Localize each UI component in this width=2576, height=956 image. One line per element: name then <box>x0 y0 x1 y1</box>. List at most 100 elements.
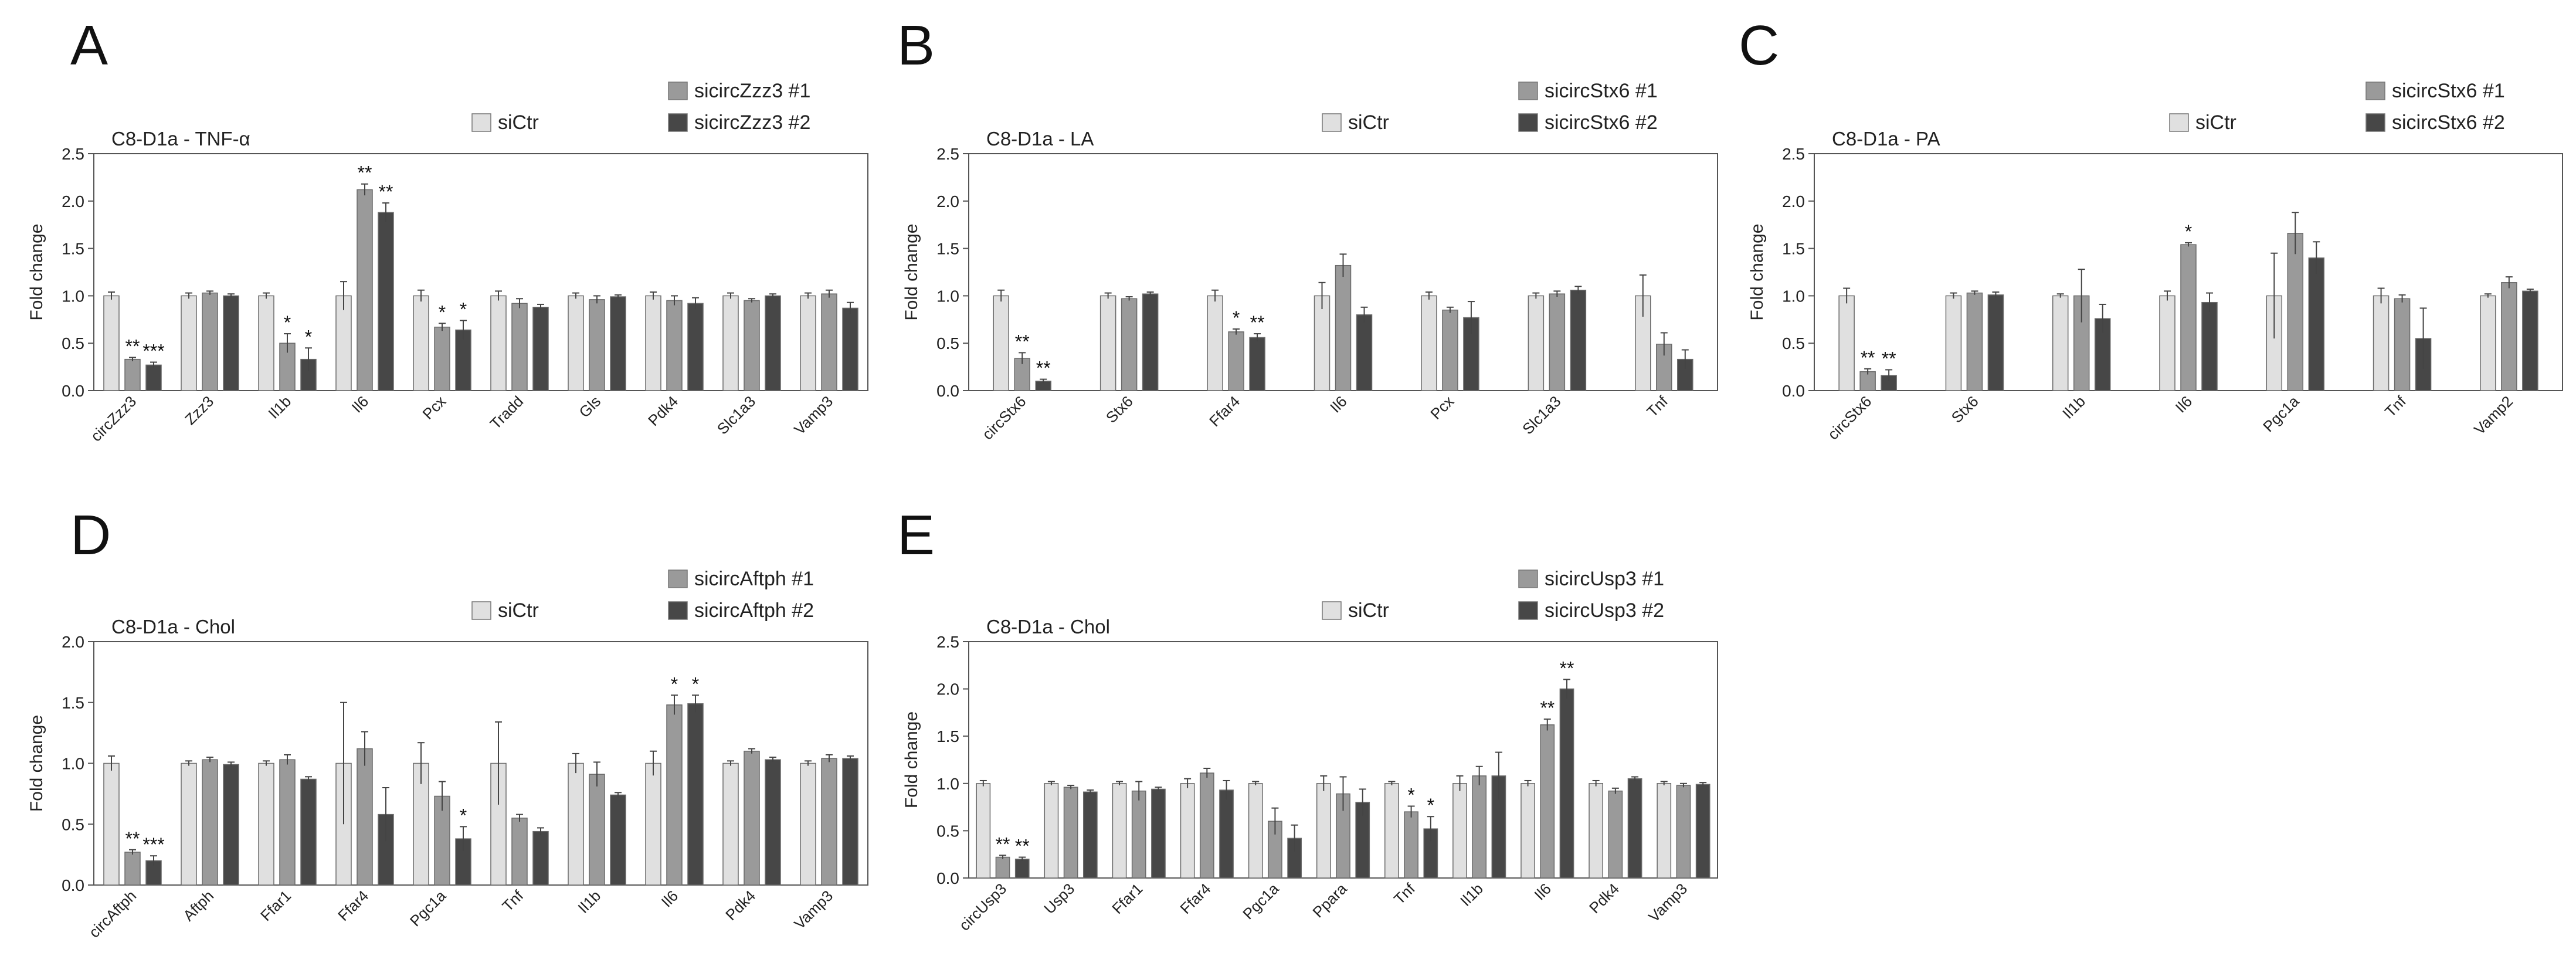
x-tick-label: Il1b <box>2059 392 2089 422</box>
bar-Il1b-s0 <box>1452 783 1467 879</box>
legend-swatch <box>2365 113 2385 132</box>
x-tick-label: Slc1a3 <box>1519 392 1564 438</box>
bar-Tradd-s2 <box>532 307 549 391</box>
y-tick-label: 1.5 <box>1782 240 1805 258</box>
x-tick-label: Pdk4 <box>722 887 759 924</box>
legend-swatch <box>471 113 491 132</box>
bar-group-circAftph <box>103 755 162 886</box>
bar-group-circUsp3 <box>976 779 1030 879</box>
bar-Il1b-s1 <box>589 774 605 886</box>
y-tick-label: 0.0 <box>1782 382 1805 400</box>
y-tick-label: 2.0 <box>62 192 84 211</box>
x-tick-label: Vamp3 <box>1645 880 1691 926</box>
legend-entry: sicircZzz3 #2 <box>694 111 810 134</box>
bar-Il6-s2 <box>378 212 394 391</box>
y-tick-label: 2.5 <box>936 145 959 163</box>
x-tick-label: Vamp3 <box>790 392 836 438</box>
y-tick-label: 1.5 <box>62 240 84 258</box>
bar-group-Zzz3 <box>181 290 239 391</box>
bar-group-Pcx <box>413 289 471 391</box>
legend-entry: sicircZzz3 #1 <box>694 80 810 102</box>
y-tick-label: 0.0 <box>62 876 84 894</box>
bar-Pdk4-s1 <box>1608 790 1623 879</box>
y-tick-label: 0.5 <box>62 815 84 833</box>
y-axis-label: Fold change <box>27 715 46 812</box>
bar-group-Vamp3 <box>800 754 858 886</box>
bar-group-Il6 <box>335 183 394 391</box>
legend-swatch <box>668 82 688 100</box>
bar-Pdk4-s2 <box>765 759 781 886</box>
x-tick-label: Zzz3 <box>181 392 217 428</box>
bar-Tradd-s0 <box>490 295 507 391</box>
y-tick-label: 1.0 <box>62 287 84 305</box>
bar-Il1b-s0 <box>258 295 274 391</box>
legend-swatch <box>1518 569 1538 588</box>
y-tick-label: 2.0 <box>1782 192 1805 211</box>
significance-label: ** <box>379 181 393 202</box>
bar-Pcx-s0 <box>413 295 429 391</box>
bar-Slc1a3-s1 <box>744 300 760 391</box>
legend-entry: siCtr <box>498 111 539 134</box>
bar-Ffar1-s0 <box>1112 783 1127 879</box>
x-tick-label: Il6 <box>2172 392 2196 416</box>
x-tick-label: circZzz3 <box>87 392 140 445</box>
bar-Ffar1-s1 <box>279 759 296 886</box>
bar-group-Ffar4 <box>1207 289 1265 391</box>
bar-Stx6-s2 <box>1987 294 2004 391</box>
bar-circUsp3-s1 <box>995 856 1010 879</box>
bar-Pdk4-s1 <box>744 751 760 886</box>
bar-Il1b-s2 <box>610 794 626 886</box>
panel-letter: D <box>70 504 111 567</box>
bar-group-Il6 <box>1314 253 1373 391</box>
legend-entry: sicircUsp3 #1 <box>1545 568 1664 590</box>
x-tick-label: Vamp3 <box>790 887 836 933</box>
bar-Stx6-s2 <box>1142 293 1159 391</box>
legend-swatch <box>2169 113 2189 132</box>
bar-group-Pcx <box>1421 291 1479 391</box>
significance-label: ** <box>1882 348 1896 369</box>
bar-group-Il6 <box>2159 242 2218 391</box>
legend-swatch <box>1322 601 1342 620</box>
panel-d: D C8-D1a - Chol 0.0 0.5 1.0 1.5 2.0 Fold change… <box>27 504 868 941</box>
x-tick-label: Vamp2 <box>2470 392 2516 438</box>
bar-Pcx-s1 <box>1442 309 1458 391</box>
significance-label: ** <box>1015 331 1030 352</box>
bar-Tnf-s1 <box>2394 298 2411 391</box>
bar-Il6-s1 <box>1540 724 1555 879</box>
bar-Aftph-s1 <box>202 759 218 886</box>
bar-Pdk4-s0 <box>1589 783 1604 879</box>
x-tick-label: Tnf <box>498 886 527 914</box>
bar-group-Tnf <box>2373 287 2432 391</box>
bar-Ffar4-s1 <box>357 748 373 886</box>
significance-label: ** <box>1250 312 1265 333</box>
bar-Zzz3-s2 <box>223 295 239 391</box>
bar-Pdk4-s0 <box>722 762 739 886</box>
legend: siCtr sicircAftph #1 sicircAftph #2 <box>471 568 814 622</box>
x-tick-label: Pgc1a <box>1239 880 1282 923</box>
bar-circAftph-s1 <box>124 852 141 886</box>
plot-frame <box>93 153 868 391</box>
x-tick-label: Il1b <box>1457 880 1486 910</box>
significance-label: * <box>439 301 446 323</box>
y-axis-label: Fold change <box>27 223 46 320</box>
bar-circAftph-s0 <box>103 762 120 886</box>
x-tick-label: Ffar1 <box>257 887 294 924</box>
legend-entry: sicircStx6 #2 <box>2392 111 2505 134</box>
bar-circZzz3-s0 <box>103 295 120 391</box>
bar-Vamp2-s2 <box>2522 290 2538 391</box>
bar-group-Usp3 <box>1044 781 1098 879</box>
significance-label: *** <box>142 341 164 362</box>
bar-Pgc1a-s0 <box>1248 783 1263 879</box>
bar-group-Aftph <box>181 757 239 886</box>
bar-group-Pgc1a <box>2266 212 2325 391</box>
significance-label: * <box>1407 784 1414 805</box>
bar-group-Slc1a3 <box>1528 286 1587 391</box>
significance-label: ** <box>996 833 1010 855</box>
x-tick-label: circStx6 <box>1824 392 1875 443</box>
x-tick-label: Gls <box>575 392 604 421</box>
bar-group-Stx6 <box>1945 290 2004 391</box>
panel-c: C C8-D1a - PA 0.0 0.5 1.0 1.5 2.0 2.5 Fold chang… <box>1739 14 2563 443</box>
bar-Pgc1a-s1 <box>434 795 450 886</box>
bar-Pdk4-s0 <box>645 295 661 391</box>
significance-label: *** <box>142 834 164 855</box>
